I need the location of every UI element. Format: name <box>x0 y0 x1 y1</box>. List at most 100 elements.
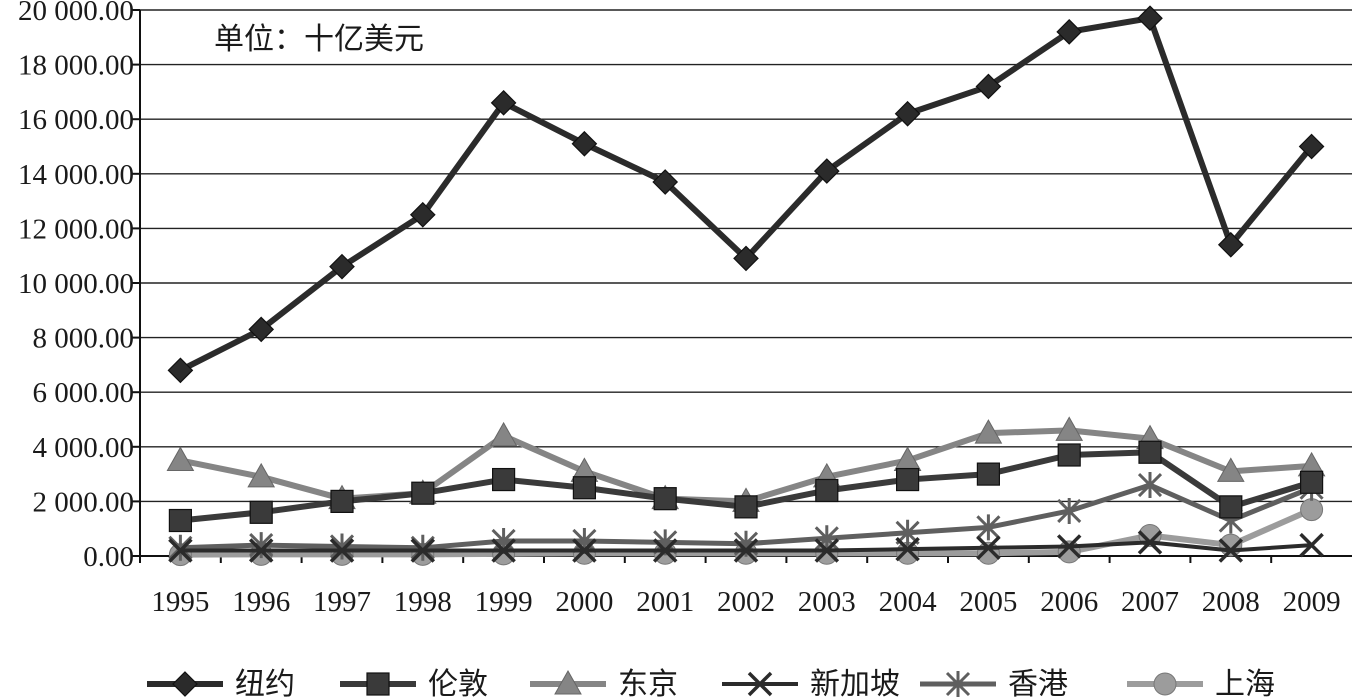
data-point <box>815 478 839 503</box>
data-point <box>1298 133 1325 160</box>
data-point <box>248 316 275 343</box>
data-point <box>168 508 192 533</box>
data-point <box>1299 470 1324 494</box>
y-tick-label: 10 000.00 <box>18 268 134 300</box>
data-point <box>652 169 679 195</box>
legend-item: 上海 <box>1127 667 1275 700</box>
y-tick-label: 4 000.00 <box>33 432 135 464</box>
data-point <box>247 462 276 488</box>
data-point <box>895 536 920 562</box>
data-point <box>974 419 1003 444</box>
data-point <box>489 421 518 447</box>
legend-item: 东京 <box>530 667 678 700</box>
data-point <box>1219 495 1243 519</box>
data-point <box>976 535 1001 561</box>
data-point <box>166 446 195 471</box>
legend-label: 东京 <box>618 667 678 700</box>
data-point <box>733 538 759 563</box>
y-tick-label: 20 000.00 <box>18 0 134 27</box>
y-tick-label: 18 000.00 <box>18 50 134 82</box>
series-3 <box>168 530 1324 563</box>
data-point <box>976 462 1001 486</box>
data-point <box>490 89 517 116</box>
data-point <box>894 100 921 127</box>
data-point <box>168 538 193 563</box>
data-point <box>976 514 1001 541</box>
legend-marker <box>747 671 773 697</box>
data-point <box>411 481 435 505</box>
data-point <box>167 357 194 384</box>
data-point <box>1137 5 1163 32</box>
series-0 <box>167 5 1325 384</box>
legend-item: 伦敦 <box>340 667 488 700</box>
y-tick-label: 0.00 <box>83 541 134 573</box>
data-point <box>168 534 193 561</box>
x-tick-labels: 1995 1996 1997 1998 1999 2000 2001 2002 2003 2004… <box>151 586 1340 618</box>
data-point <box>652 538 678 563</box>
data-point <box>329 538 355 563</box>
data-point <box>329 533 355 560</box>
series-1 <box>168 440 1324 533</box>
y-tick-label: 8 000.00 <box>33 323 135 355</box>
legend-label: 伦敦 <box>428 667 488 700</box>
data-point <box>1057 497 1082 524</box>
data-point <box>248 538 274 563</box>
data-point <box>571 130 598 157</box>
data-point <box>1056 534 1082 559</box>
x-tick-label: 2008 <box>1202 586 1260 618</box>
legend-item: 新加坡 <box>722 667 900 700</box>
data-point <box>249 500 273 524</box>
data-point <box>1300 498 1324 522</box>
data-point <box>1299 532 1324 558</box>
data-point <box>572 538 597 563</box>
legend-label: 上海 <box>1215 667 1275 700</box>
series-line <box>179 15 1314 374</box>
y-tick-label: 2 000.00 <box>33 486 135 518</box>
x-tick-label: 2005 <box>959 586 1017 618</box>
x-tick-label: 2000 <box>555 586 613 618</box>
data-point <box>491 538 516 563</box>
data-point <box>1138 440 1162 464</box>
x-tick-label: 2009 <box>1283 586 1341 618</box>
legend-label: 纽约 <box>235 667 295 700</box>
x-tick-label: 2001 <box>636 586 694 618</box>
x-tick-label: 1997 <box>313 586 371 618</box>
data-point <box>1218 538 1244 563</box>
y-tick-labels: 0.00 2 000.00 4 000.00 6 000.00 8 000.00 10 0… <box>18 0 134 573</box>
data-point <box>653 487 677 511</box>
legend-marker <box>554 669 582 695</box>
x-tick-label: 2006 <box>1040 586 1098 618</box>
legend-marker <box>172 671 198 697</box>
data-point <box>1216 457 1245 482</box>
x-tick-label: 2002 <box>717 586 775 618</box>
data-point <box>1056 18 1083 45</box>
data-point <box>1057 443 1081 467</box>
data-point <box>1137 530 1163 555</box>
legend-marker <box>945 671 971 697</box>
x-tick-label: 2003 <box>798 586 856 618</box>
data-point <box>975 73 1002 100</box>
x-tick-label: 2007 <box>1121 586 1179 618</box>
data-point <box>895 467 920 492</box>
y-tick-label: 14 000.00 <box>18 159 134 191</box>
legend-item: 香港 <box>920 667 1068 700</box>
data-point <box>329 253 355 280</box>
data-point <box>492 467 516 492</box>
data-point <box>410 534 435 561</box>
data-point <box>734 495 758 519</box>
legend-marker <box>1153 672 1177 696</box>
data-point <box>1055 416 1084 441</box>
x-tick-label: 2004 <box>879 586 938 618</box>
data-point <box>1137 472 1163 499</box>
unit-label: 单位：十亿美元 <box>214 22 424 57</box>
x-tick-label: 1996 <box>232 586 290 618</box>
legend-label: 新加坡 <box>810 667 900 700</box>
legend-marker <box>366 672 390 696</box>
series-lines <box>166 5 1326 567</box>
data-point <box>409 201 436 228</box>
legend-item: 纽约 <box>147 667 295 700</box>
data-point <box>410 538 436 563</box>
data-point <box>814 538 840 563</box>
